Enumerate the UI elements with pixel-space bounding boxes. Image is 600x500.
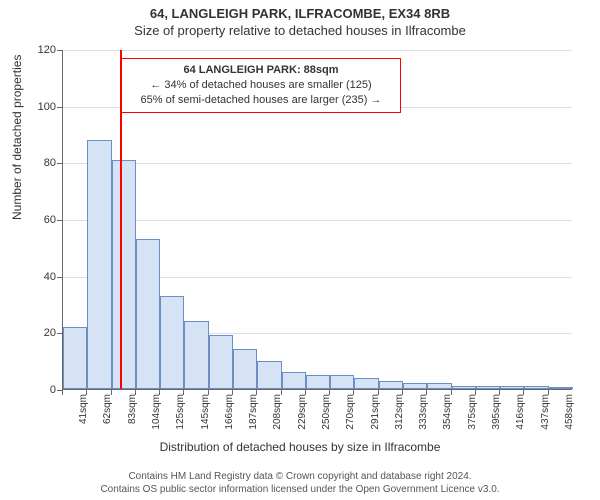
x-axis-title: Distribution of detached houses by size … (0, 440, 600, 454)
xtick-label: 354sqm (442, 394, 453, 436)
histogram-bar (257, 361, 281, 389)
histogram-bar (354, 378, 378, 389)
ytick-label: 80 (16, 157, 56, 169)
xtick-label: 104sqm (151, 394, 162, 436)
xtick-label: 166sqm (224, 394, 235, 436)
xtick-label: 458sqm (564, 394, 575, 436)
footer-line2: Contains OS public sector information li… (0, 484, 600, 497)
y-axis-title: Number of detached properties (10, 55, 24, 220)
annotation-line3: 65% of semi-detached houses are larger (… (141, 94, 382, 106)
histogram-bar (524, 386, 548, 389)
histogram-bar (306, 375, 330, 389)
ytick-label: 100 (16, 101, 56, 113)
xtick-label: 291sqm (370, 394, 381, 436)
histogram-bar (330, 375, 354, 389)
histogram-bar (209, 335, 233, 389)
histogram-bar (403, 383, 427, 389)
histogram-bar (500, 386, 524, 389)
histogram-bar (233, 349, 257, 389)
histogram-bar (282, 372, 306, 389)
histogram-bar (476, 386, 500, 389)
histogram-bar (136, 239, 160, 389)
xtick-label: 41sqm (78, 394, 89, 436)
chart-area: 64 LANGLEIGH PARK: 88sqm ← 34% of detach… (62, 50, 572, 390)
ytick-label: 20 (16, 327, 56, 339)
footer-line1: Contains HM Land Registry data © Crown c… (0, 471, 600, 484)
xtick-label: 395sqm (491, 394, 502, 436)
xtick-label: 270sqm (345, 394, 356, 436)
xtick-label: 208sqm (272, 394, 283, 436)
address-title: 64, LANGLEIGH PARK, ILFRACOMBE, EX34 8RB (0, 6, 600, 23)
annotation-line1: 64 LANGLEIGH PARK: 88sqm (183, 64, 338, 76)
ytick-label: 40 (16, 271, 56, 283)
chart-subtitle: Size of property relative to detached ho… (0, 23, 600, 40)
xtick-label: 187sqm (248, 394, 259, 436)
histogram-bar (87, 140, 111, 389)
histogram-bar (112, 160, 136, 390)
xtick-label: 250sqm (321, 394, 332, 436)
histogram-bar (63, 327, 87, 389)
ytick-label: 0 (16, 384, 56, 396)
histogram-bar (184, 321, 208, 389)
chart-container: 64, LANGLEIGH PARK, ILFRACOMBE, EX34 8RB… (0, 0, 600, 500)
annotation-line2: ← 34% of detached houses are smaller (12… (150, 79, 371, 91)
xtick-label: 62sqm (102, 394, 113, 436)
xtick-label: 145sqm (200, 394, 211, 436)
xtick-label: 83sqm (127, 394, 138, 436)
xtick-label: 312sqm (394, 394, 405, 436)
histogram-bar (160, 296, 184, 390)
title-block: 64, LANGLEIGH PARK, ILFRACOMBE, EX34 8RB… (0, 0, 600, 40)
xtick-label: 375sqm (467, 394, 478, 436)
xtick-label: 416sqm (515, 394, 526, 436)
histogram-bar (452, 386, 476, 389)
xtick-label: 333sqm (418, 394, 429, 436)
footer: Contains HM Land Registry data © Crown c… (0, 471, 600, 496)
plot-area: 64 LANGLEIGH PARK: 88sqm ← 34% of detach… (62, 50, 572, 390)
xtick-label: 437sqm (540, 394, 551, 436)
xtick-label: 125sqm (175, 394, 186, 436)
ytick-label: 60 (16, 214, 56, 226)
annotation-box: 64 LANGLEIGH PARK: 88sqm ← 34% of detach… (121, 58, 401, 113)
histogram-bar (427, 383, 451, 389)
xtick-label: 229sqm (297, 394, 308, 436)
ytick-label: 120 (16, 44, 56, 56)
histogram-bar (379, 381, 403, 390)
histogram-bar (549, 387, 573, 389)
